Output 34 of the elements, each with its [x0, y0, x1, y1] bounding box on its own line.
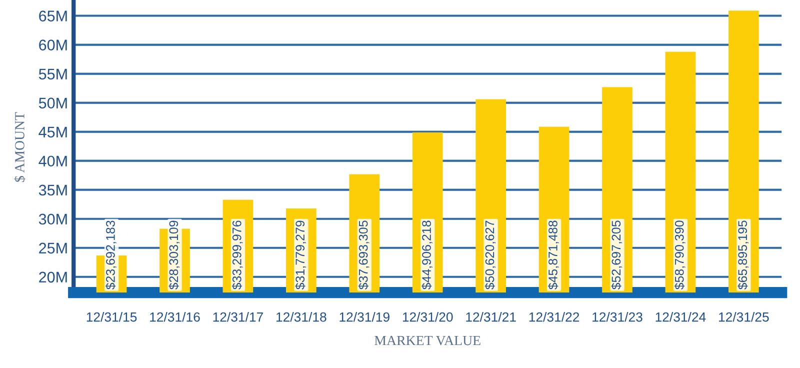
x-tick-label: 12/31/21 — [466, 312, 516, 322]
text: $44,906,218 — [422, 220, 432, 290]
y-tick-label: 40M — [38, 156, 67, 167]
y-tick-label: 60M — [39, 40, 67, 50]
x-tick-label: 12/31/22 — [529, 312, 580, 322]
text: $52,697,205 — [611, 220, 622, 290]
text: $23,692,183 — [106, 220, 116, 290]
x-tick-label: 12/31/25 — [719, 312, 769, 322]
text: $58,790,390 — [674, 220, 686, 290]
x-tick-label: 12/31/23 — [592, 312, 642, 322]
x-axis-title: MARKET VALUE — [374, 336, 480, 346]
y-tick-label: 30M — [38, 214, 67, 225]
text: $31,779,279 — [295, 220, 306, 290]
x-tick-label: 12/31/15 — [86, 312, 137, 322]
y-tick-label: 45M — [38, 126, 67, 138]
x-tick-label: 12/31/19 — [340, 312, 390, 322]
x-tick-label: 12/31/24 — [656, 312, 706, 322]
y-tick-label: 25M — [39, 242, 67, 254]
x-tick-label: 12/31/18 — [276, 312, 326, 322]
text: $50,620,627 — [484, 220, 496, 290]
x-tick-label: 12/31/20 — [402, 312, 453, 322]
text: $65,895,195 — [738, 220, 749, 290]
x-tick-label: 12/31/17 — [213, 312, 263, 322]
text: $45,871,488 — [548, 220, 559, 290]
text: $28,303,109 — [168, 220, 180, 290]
y-tick-label: 55M — [38, 68, 67, 80]
y-tick-label: 65M — [39, 10, 67, 22]
y-tick-label: 20M — [39, 272, 67, 283]
text: $33,299,976 — [232, 220, 243, 290]
text: $37,693,305 — [358, 220, 370, 290]
y-tick-label: 35M — [38, 184, 67, 196]
y-tick-label: 50M — [38, 98, 67, 108]
y-axis-title: $ AMOUNT — [14, 112, 26, 182]
x-tick-label: 12/31/16 — [150, 312, 200, 322]
